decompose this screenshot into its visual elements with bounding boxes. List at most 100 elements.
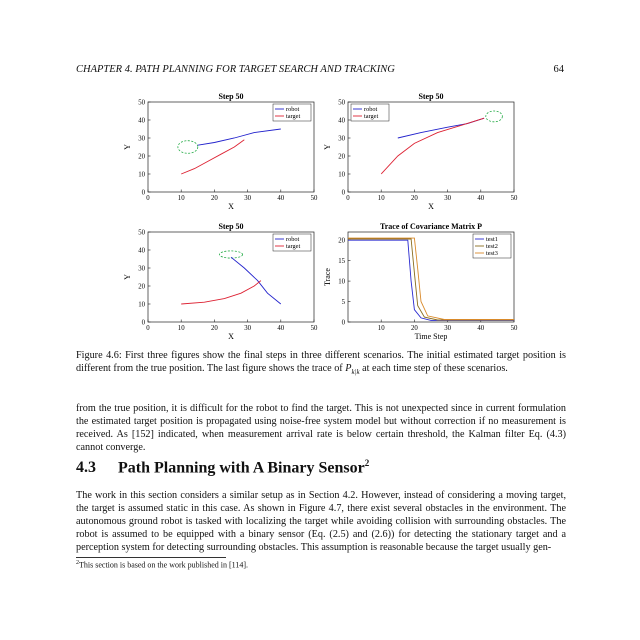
series-line-target <box>181 139 245 175</box>
legend-box <box>272 233 312 252</box>
section-title: Path Planning with A Binary Sensor <box>118 459 365 477</box>
y-axis-label: Trace <box>323 268 332 286</box>
x-tick-label: 30 <box>444 325 451 332</box>
series-line-robot <box>230 256 282 305</box>
y-tick-label: 0 <box>142 319 146 326</box>
y-tick-label: 10 <box>138 301 145 308</box>
y-tick-label: 40 <box>338 117 345 124</box>
chart-title: Step 50 <box>218 222 243 231</box>
body-paragraph-1: from the true position, it is difficult … <box>76 403 566 453</box>
x-tick-label: 20 <box>211 325 218 332</box>
chart-title: Step 50 <box>418 92 443 101</box>
page-header: CHAPTER 4. PATH PLANNING FOR TARGET SEAR… <box>76 64 564 75</box>
legend-label-test3: test3 <box>486 250 498 257</box>
y-tick-label: 20 <box>338 237 345 244</box>
footnote: 2This section is based on the work publi… <box>76 560 248 570</box>
legend-label-target: target <box>286 243 300 250</box>
plot-trace: Trace of Covariance Matrix P 10 20 30 40 50 0 5… <box>323 222 518 341</box>
x-tick-label: 0 <box>146 195 150 202</box>
x-tick-label: 30 <box>244 325 251 332</box>
uncertainty-ellipse <box>218 250 244 259</box>
x-tick-label: 30 <box>244 195 251 202</box>
x-tick-label: 10 <box>378 195 385 202</box>
x-tick-label: 30 <box>444 195 451 202</box>
x-tick-label: 40 <box>477 195 484 202</box>
caption-math-subscript: k|k <box>351 368 360 377</box>
plot-scenario-1: Step 50 0 10 20 30 40 50 0 10 20 30 40 50 X Yrobottarg… <box>123 92 318 211</box>
plot-frame <box>147 101 315 193</box>
y-tick-label: 10 <box>338 278 345 285</box>
plot-frame <box>347 231 515 323</box>
x-tick-label: 10 <box>378 325 385 332</box>
x-tick-label: 50 <box>311 325 318 332</box>
series-line-robot <box>397 117 485 139</box>
series-line-test3 <box>348 237 514 320</box>
y-tick-label: 50 <box>138 229 145 236</box>
uncertainty-ellipse <box>485 110 503 123</box>
series-line-target <box>380 117 485 175</box>
figure-caption: Figure 4.6: First three figures show the… <box>76 349 566 379</box>
legend-label-robot: robot <box>286 106 300 113</box>
y-tick-label: 0 <box>342 319 346 326</box>
series-line-test1 <box>348 239 514 321</box>
x-tick-label: 40 <box>477 325 484 332</box>
plot-scenario-2: Step 50 0 10 20 30 40 50 0 10 20 30 40 50 X Yrobottarg… <box>323 92 518 211</box>
footnote-text: This section is based on the work publis… <box>79 560 249 570</box>
y-tick-label: 20 <box>338 153 345 160</box>
x-axis-label: X <box>428 202 434 211</box>
section-heading: 4.3 Path Planning with A Binary Sensor2 <box>76 458 369 477</box>
x-axis-label: X <box>228 202 234 211</box>
caption-math: Pk|k <box>345 363 360 377</box>
section-number: 4.3 <box>76 459 96 477</box>
y-tick-label: 50 <box>338 99 345 106</box>
chart-title: Step 50 <box>218 92 243 101</box>
x-axis-label: Time Step <box>415 332 448 341</box>
x-tick-label: 50 <box>311 195 318 202</box>
caption-math-symbol: P <box>345 363 352 374</box>
legend-label-robot: robot <box>364 106 378 113</box>
series-line-target <box>181 280 262 305</box>
footnote-mark: 2 <box>76 560 79 566</box>
caption-text-before: Figure 4.6: First three figures show the… <box>76 350 566 374</box>
uncertainty-ellipse <box>177 140 199 154</box>
legend-label-target: target <box>286 113 300 120</box>
figure-panel-4: Trace of Covariance Matrix P 10 20 30 40 50 0 5… <box>310 220 530 345</box>
plot-scenario-3: Step 50 0 10 20 30 40 50 0 10 20 30 40 50 X Yrobottarg… <box>123 222 318 341</box>
legend-label-test1: test1 <box>486 236 498 243</box>
y-tick-label: 0 <box>342 189 346 196</box>
legend-label-target: target <box>364 113 378 120</box>
y-tick-label: 20 <box>138 153 145 160</box>
x-axis-label: X <box>228 332 234 341</box>
x-tick-label: 10 <box>178 195 185 202</box>
section-footnote-mark: 2 <box>364 458 370 468</box>
series-line-test2 <box>348 238 514 321</box>
plot-frame <box>147 231 315 323</box>
legend-label-test2: test2 <box>486 243 498 250</box>
x-tick-label: 0 <box>346 195 350 202</box>
y-axis-label: Y <box>123 274 132 280</box>
y-tick-label: 15 <box>338 258 345 265</box>
x-tick-label: 50 <box>511 195 518 202</box>
series-line-robot <box>197 128 281 146</box>
chapter-title: CHAPTER 4. PATH PLANNING FOR TARGET SEAR… <box>76 64 395 75</box>
legend-label-robot: robot <box>286 236 300 243</box>
y-tick-label: 40 <box>138 117 145 124</box>
y-tick-label: 30 <box>138 135 145 142</box>
legend-box <box>350 103 390 122</box>
x-tick-label: 10 <box>178 325 185 332</box>
footnote-divider <box>76 557 226 558</box>
y-axis-label: Y <box>123 144 132 150</box>
y-tick-label: 10 <box>338 171 345 178</box>
x-tick-label: 20 <box>211 195 218 202</box>
y-tick-label: 20 <box>138 283 145 290</box>
x-tick-label: 20 <box>411 195 418 202</box>
y-tick-label: 30 <box>338 135 345 142</box>
y-tick-label: 0 <box>142 189 146 196</box>
legend-box <box>272 103 312 122</box>
x-tick-label: 40 <box>277 195 284 202</box>
caption-text-after: at each time step of these scenarios. <box>359 363 508 374</box>
